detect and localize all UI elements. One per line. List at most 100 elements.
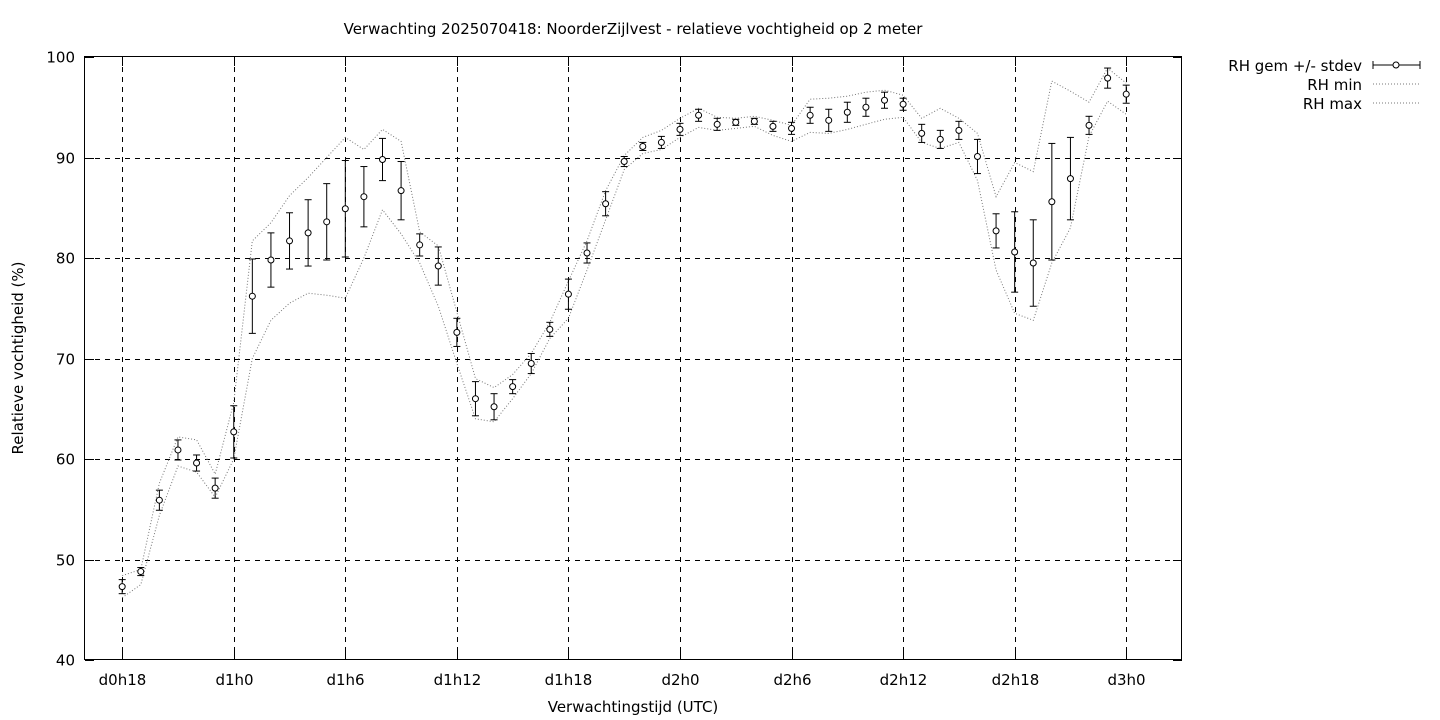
mean-marker: [806, 111, 814, 119]
errorbar-series: [118, 67, 1130, 595]
mean-marker: [174, 446, 182, 454]
error-bar-point: [527, 352, 535, 375]
x-tick-label: d1h18: [545, 671, 593, 689]
rh-min-line: [121, 100, 1127, 599]
error-bar-point: [397, 161, 405, 221]
error-bar-point: [304, 199, 312, 267]
x-tick-label: d3h0: [1107, 671, 1145, 689]
mean-marker: [825, 116, 833, 124]
mean-marker: [899, 100, 907, 108]
error-bar-point: [378, 137, 386, 182]
x-axis-label: Verwachtingstijd (UTC): [548, 698, 719, 716]
rh-max-line: [122, 67, 1127, 577]
mean-marker: [1122, 90, 1130, 98]
error-bar-point: [602, 191, 610, 217]
y-tick-label: 100: [46, 49, 75, 67]
error-bar-point: [825, 108, 833, 132]
mean-marker: [490, 403, 498, 411]
x-tick-label: d2h18: [992, 671, 1040, 689]
error-bar-point: [323, 183, 331, 261]
error-bar-point: [546, 321, 554, 337]
mean-marker: [137, 568, 145, 576]
mean-marker: [434, 262, 442, 270]
mean-marker: [416, 241, 424, 249]
error-bar-point: [583, 242, 591, 264]
mean-marker: [1011, 248, 1019, 256]
error-bar-point: [1122, 84, 1130, 104]
error-bar-point: [973, 138, 981, 175]
error-bar-point: [918, 123, 926, 143]
error-bar-point: [1029, 219, 1037, 307]
mean-marker: [973, 152, 981, 160]
error-bar-point: [1011, 211, 1019, 293]
error-bar-point: [769, 120, 777, 132]
mean-marker: [695, 111, 703, 119]
error-bar-point: [788, 121, 796, 135]
mean-marker: [620, 158, 628, 166]
x-tick-label: d1h0: [215, 671, 253, 689]
error-bar-point: [434, 246, 442, 286]
x-tick-label: d2h6: [773, 671, 811, 689]
error-bar-point: [341, 160, 349, 258]
mean-marker: [955, 126, 963, 134]
mean-marker: [657, 138, 665, 146]
mean-marker: [1048, 198, 1056, 206]
mean-marker: [323, 218, 331, 226]
mean-marker: [267, 256, 275, 264]
error-bar-point: [620, 155, 628, 168]
chart-title: Verwachting 2025070418: NoorderZijlvest …: [344, 20, 924, 38]
mean-marker: [286, 237, 294, 245]
y-tick-label: 70: [56, 351, 75, 369]
mean-marker: [583, 249, 591, 257]
x-tick-label: d0h18: [99, 671, 147, 689]
plot-frame: [84, 56, 1182, 660]
x-tick-label: d1h12: [434, 671, 482, 689]
legend: RH gem +/- stdev RH min RH max: [1228, 57, 1421, 113]
legend-label-max: RH max: [1303, 95, 1362, 113]
y-tick-label: 90: [56, 150, 75, 168]
error-bar-point: [193, 454, 201, 472]
error-bar-point: [806, 106, 814, 124]
mean-marker: [1029, 259, 1037, 267]
grid-lines: [85, 57, 1182, 660]
error-bar-point: [453, 317, 461, 347]
mean-marker: [248, 292, 256, 300]
y-axis-label: Relatieve vochtigheid (%): [9, 261, 27, 454]
mean-marker: [527, 360, 535, 368]
mean-marker: [788, 124, 796, 132]
mean-marker: [546, 325, 554, 333]
mean-marker: [639, 142, 647, 150]
legend-sample-mean: [1372, 61, 1421, 69]
error-bar-point: [881, 91, 889, 109]
error-bar-point: [862, 97, 870, 117]
mean-marker: [862, 103, 870, 111]
mean-marker: [881, 96, 889, 104]
error-bar-point: [750, 117, 758, 125]
mean-marker: [713, 120, 721, 128]
x-tick-label: d2h0: [661, 671, 699, 689]
mean-marker: [602, 200, 610, 208]
error-bar-point: [564, 278, 572, 310]
mean-marker: [509, 383, 517, 391]
mean-marker: [750, 117, 758, 125]
mean-marker: [378, 156, 386, 164]
error-bar-point: [1085, 115, 1093, 135]
error-bar-point: [639, 141, 647, 151]
error-bar-point: [267, 232, 275, 288]
mean-marker: [992, 227, 1000, 235]
mean-marker: [1085, 121, 1093, 129]
min-max-lines: [121, 67, 1127, 599]
error-bar-point: [155, 489, 163, 511]
mean-marker: [453, 328, 461, 336]
error-bar-point: [843, 101, 851, 123]
mean-marker: [769, 122, 777, 130]
mean-marker: [211, 484, 219, 492]
y-tick-label: 50: [56, 552, 75, 570]
y-tick-label: 60: [56, 451, 75, 469]
error-bar-point: [230, 405, 238, 459]
x-tick-label: d2h12: [880, 671, 928, 689]
error-bar-point: [360, 166, 368, 228]
mean-marker: [471, 395, 479, 403]
mean-marker: [564, 290, 572, 298]
